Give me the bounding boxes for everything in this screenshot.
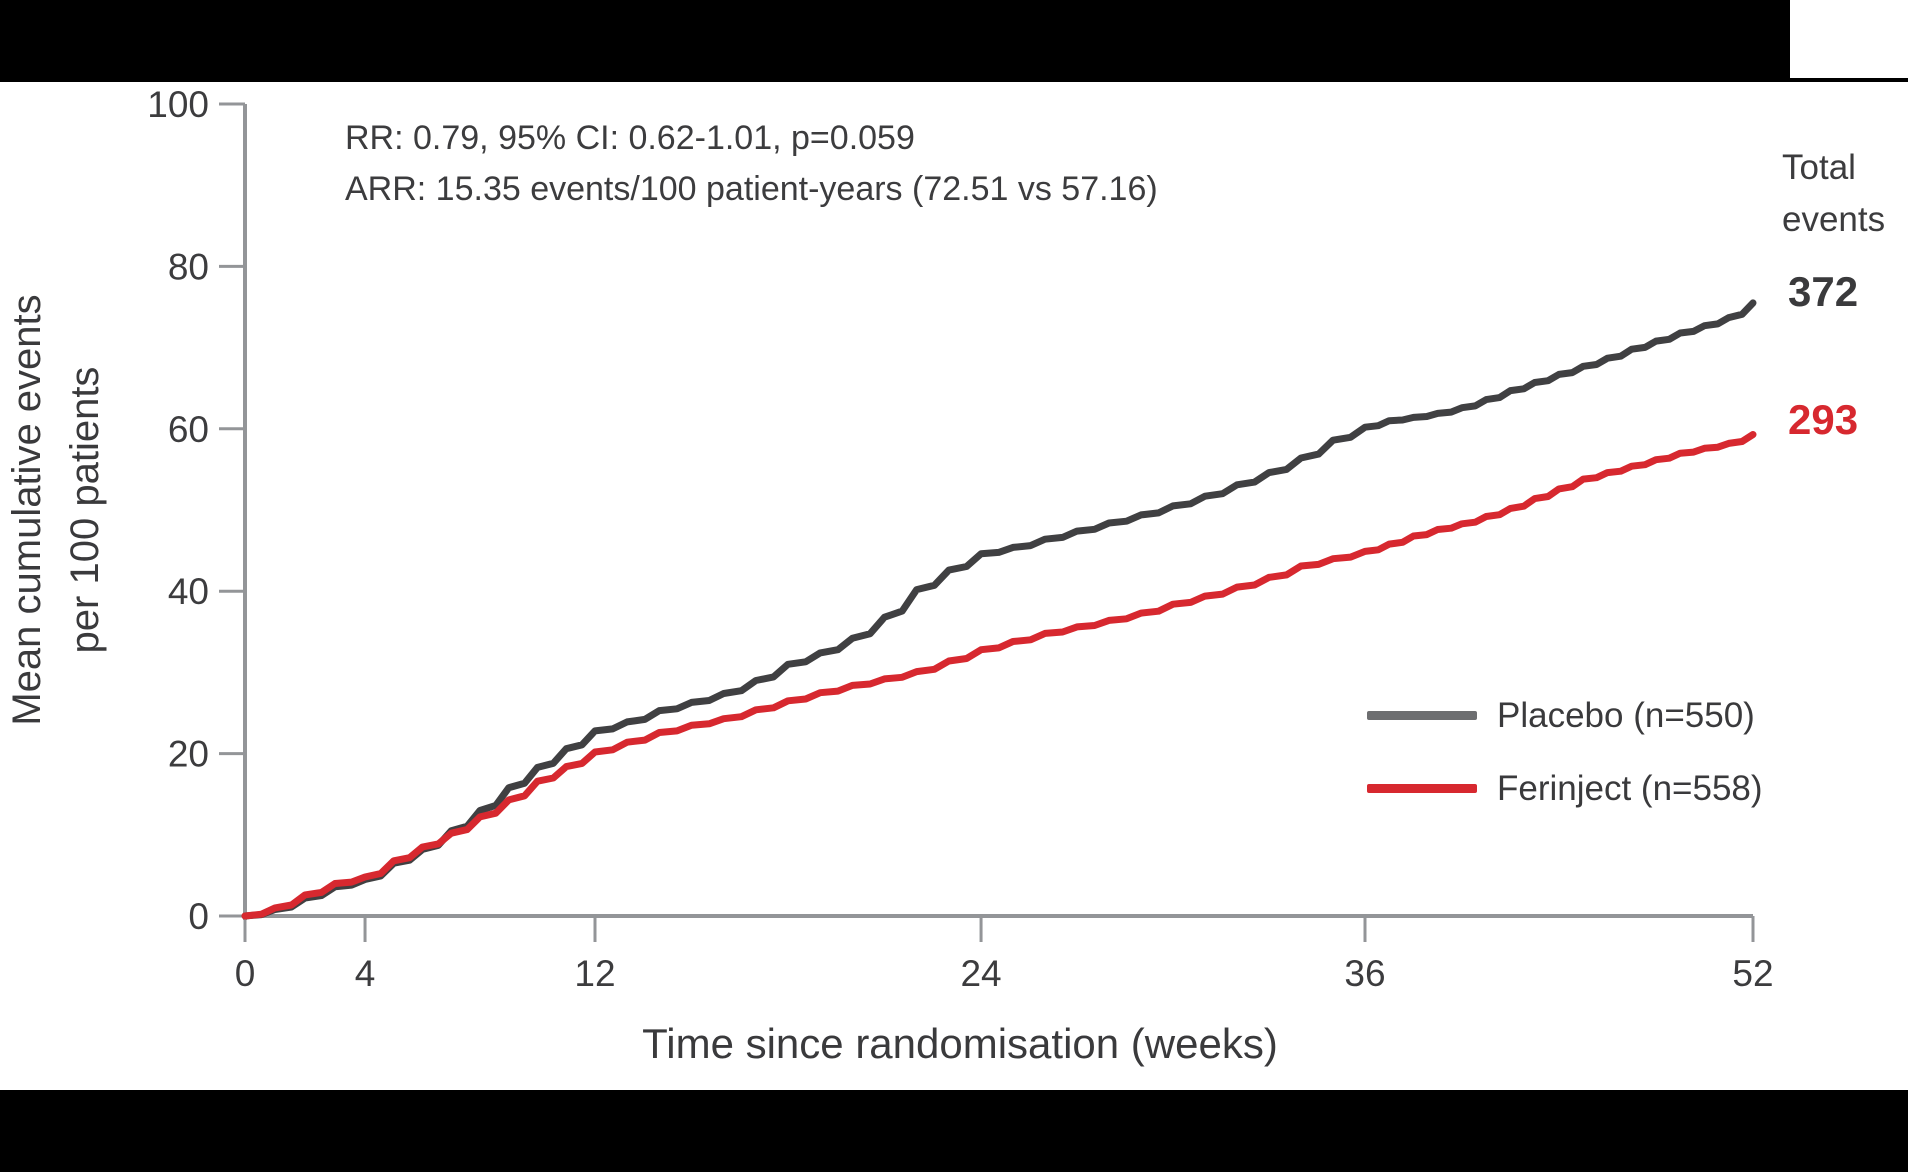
x-tick-label: 12: [574, 953, 615, 994]
y-axis-title: Mean cumulative events per 100 patients: [0, 60, 118, 960]
x-tick-label: 0: [235, 953, 256, 994]
statistics-annotation: RR: 0.79, 95% CI: 0.62-1.01, p=0.059 ARR…: [345, 113, 1158, 215]
ferinject-curve: [241, 431, 1757, 920]
annotation-rr-line: RR: 0.79, 95% CI: 0.62-1.01, p=0.059: [345, 119, 915, 157]
ferinject-line-swatch: [1367, 784, 1477, 793]
placebo-curve: [241, 299, 1757, 920]
y-tick-label: 20: [168, 734, 209, 775]
x-tick-label: 52: [1732, 953, 1773, 994]
letterbox-top-rule: [0, 78, 1908, 82]
annotation-arr-line: ARR: 15.35 events/100 patient-years (72.…: [345, 170, 1158, 208]
total-events-header-line2: events: [1782, 200, 1886, 239]
legend-label-placebo: Placebo (n=550): [1497, 695, 1755, 735]
y-axis-title-line1: Mean cumulative events: [5, 294, 49, 726]
legend: Placebo (n=550) Ferinject (n=558): [1367, 679, 1763, 825]
x-tick-label: 4: [355, 953, 376, 994]
letterbox-top-bar: [0, 0, 1790, 80]
y-axis-title-line2: per 100 patients: [63, 366, 107, 654]
y-tick-label: 0: [188, 896, 209, 937]
legend-item-placebo: Placebo (n=550): [1367, 679, 1763, 752]
ferinject-total-events-value: 293: [1788, 396, 1859, 443]
y-tick-label: 40: [168, 571, 209, 612]
x-axis-title: Time since randomisation (weeks): [642, 1020, 1278, 1067]
total-events-header-line1: Total: [1782, 148, 1856, 187]
y-tick-label: 60: [168, 409, 209, 450]
total-events-header: Total events: [1782, 142, 1885, 246]
placebo-total-events-value: 372: [1788, 268, 1859, 315]
letterbox-bottom-bar: [0, 1090, 1908, 1172]
x-tick-label: 36: [1344, 953, 1385, 994]
placebo-line-swatch: [1367, 711, 1477, 720]
y-tick-label: 80: [168, 246, 209, 287]
legend-label-ferinject: Ferinject (n=558): [1497, 768, 1763, 808]
y-tick-label: 100: [147, 84, 209, 125]
legend-item-ferinject: Ferinject (n=558): [1367, 752, 1763, 825]
x-tick-label: 24: [960, 953, 1001, 994]
